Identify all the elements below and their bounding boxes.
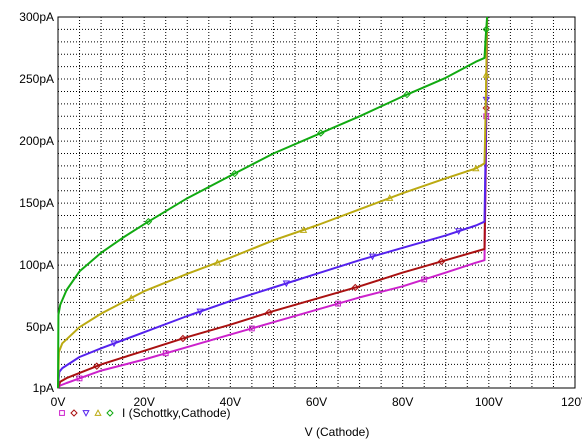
data-point	[482, 25, 490, 34]
legend-marker	[59, 410, 65, 416]
legend: I (Schottky,Cathode)	[59, 406, 231, 420]
x-axis-label: V (Cathode)	[305, 425, 370, 439]
data-point	[317, 129, 325, 137]
series-5	[57, 16, 490, 389]
y-tick-label: 250pA	[19, 72, 54, 86]
x-tick-labels: 0V 20V 40V 60V 80V 100V 120V	[51, 395, 582, 409]
data-point	[299, 226, 308, 233]
series-line	[57, 16, 489, 389]
legend-marker	[70, 409, 78, 417]
y-tick-labels: 1pA 50pA 100pA 150pA 200pA 250pA 300pA	[19, 10, 54, 395]
data-point	[162, 350, 169, 357]
x-tick-label: 80V	[392, 395, 413, 409]
data-point	[213, 258, 222, 266]
y-tick-label: 1pA	[33, 381, 54, 395]
data-point	[482, 71, 490, 78]
data-point	[472, 164, 480, 172]
data-point	[368, 253, 377, 261]
data-point	[386, 194, 394, 201]
legend-marker	[106, 409, 114, 417]
y-tick-label: 50pA	[26, 320, 54, 334]
x-tick-label: 100V	[475, 395, 503, 409]
y-tick-label: 200pA	[19, 134, 54, 148]
y-tick-label: 300pA	[19, 10, 54, 24]
data-point	[282, 280, 290, 288]
data-point	[110, 340, 118, 348]
data-point	[455, 228, 463, 235]
legend-marker	[94, 409, 102, 416]
y-tick-label: 100pA	[19, 258, 54, 272]
data-point	[437, 257, 446, 266]
data-point	[93, 362, 101, 370]
data-point	[144, 217, 153, 226]
x-tick-label: 60V	[306, 395, 327, 409]
data-point	[335, 300, 341, 307]
x-tick-label: 0V	[51, 395, 66, 409]
x-tick-label: 40V	[220, 395, 241, 409]
data-point	[265, 308, 273, 317]
series-4	[57, 16, 490, 389]
legend-label: I (Schottky,Cathode)	[122, 406, 231, 420]
series-line	[57, 16, 489, 389]
x-tick-label: 20V	[133, 395, 154, 409]
grid	[58, 17, 575, 388]
series-line	[57, 16, 489, 389]
x-tick-label: 120V	[561, 395, 582, 409]
data-point	[403, 90, 411, 99]
data-point	[127, 294, 135, 301]
series-layer	[57, 16, 490, 389]
series-3	[57, 16, 490, 389]
data-point	[248, 325, 255, 332]
data-point	[179, 334, 187, 343]
y-tick-label: 150pA	[19, 196, 54, 210]
legend-marker	[82, 410, 90, 417]
series-line	[57, 16, 489, 389]
series-line	[57, 16, 489, 389]
data-point	[196, 308, 204, 316]
data-point	[351, 283, 359, 292]
data-point	[76, 375, 83, 382]
data-point	[230, 169, 239, 178]
data-point	[421, 276, 428, 283]
